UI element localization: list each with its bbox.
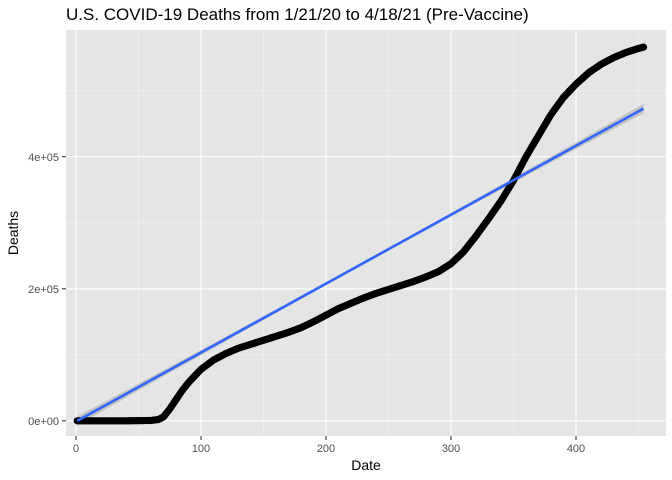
x-tick-label: 100 <box>192 443 210 455</box>
chart-title: U.S. COVID-19 Deaths from 1/21/20 to 4/1… <box>66 5 529 24</box>
tick-labels: 0 100 200 300 400 0e+00 2e+05 4e+05 <box>28 152 585 455</box>
x-tick-label: 200 <box>317 443 335 455</box>
y-tick-label: 0e+00 <box>28 416 59 428</box>
data-point <box>639 43 648 51</box>
x-tick-label: 300 <box>442 443 460 455</box>
major-gridlines <box>66 30 666 436</box>
y-tick-label: 4e+05 <box>28 152 59 164</box>
x-axis-title: Date <box>351 457 381 473</box>
data-points <box>73 43 648 425</box>
y-axis-title: Deaths <box>5 211 21 255</box>
x-tick-label: 0 <box>73 443 79 455</box>
axis-ticks <box>62 156 577 440</box>
fit-line-group <box>76 107 645 422</box>
fit-line <box>76 107 645 422</box>
x-tick-label: 400 <box>567 443 585 455</box>
y-tick-label: 2e+05 <box>28 284 59 296</box>
